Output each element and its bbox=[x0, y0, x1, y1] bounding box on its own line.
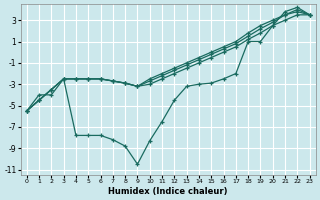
X-axis label: Humidex (Indice chaleur): Humidex (Indice chaleur) bbox=[108, 187, 228, 196]
